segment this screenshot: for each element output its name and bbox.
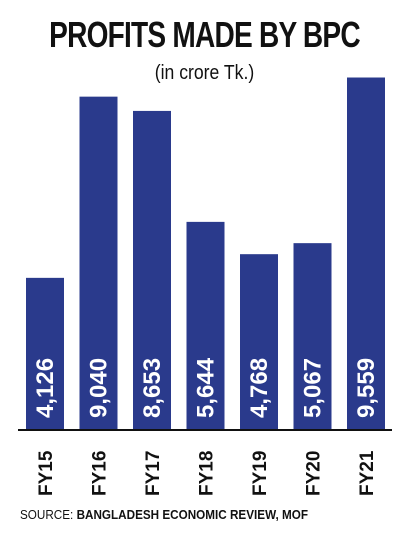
source-note: SOURCE: BANGLADESH ECONOMIC REVIEW, MOF [20, 507, 308, 522]
value-label-fy18: 5,644 [193, 357, 220, 418]
category-label-fy19: FY19 [250, 451, 271, 496]
category-label-fy17: FY17 [143, 451, 164, 496]
bar-fy20 [293, 243, 332, 430]
value-label-fy19: 4,768 [246, 358, 273, 418]
bar-fy17 [133, 110, 171, 430]
category-label-fy20: FY20 [304, 451, 325, 496]
value-label-fy20: 5,067 [300, 358, 327, 418]
source-value: BANGLADESH ECONOMIC REVIEW, MOF [76, 507, 308, 522]
category-label-fy15: FY15 [36, 450, 57, 496]
bar-fy16 [79, 96, 118, 431]
bar-fy18 [186, 221, 225, 430]
source-label: SOURCE: [20, 507, 74, 522]
category-label-fy21: FY21 [357, 450, 378, 496]
chart-title: PROFITS MADE BY BPC [49, 14, 361, 55]
value-label-fy21: 9,559 [353, 358, 380, 418]
value-label-fy16: 9,040 [86, 358, 113, 418]
category-label-fy16: FY16 [90, 451, 111, 496]
value-label-fy17: 8,653 [139, 358, 166, 418]
chart-subtitle: (in crore Tk.) [154, 62, 255, 84]
category-label-fy18: FY18 [197, 451, 218, 496]
value-label-fy15: 4,126 [32, 358, 59, 418]
bar-fy21 [347, 77, 385, 430]
bar-fy19 [240, 254, 278, 430]
bar-fy15 [26, 277, 64, 430]
